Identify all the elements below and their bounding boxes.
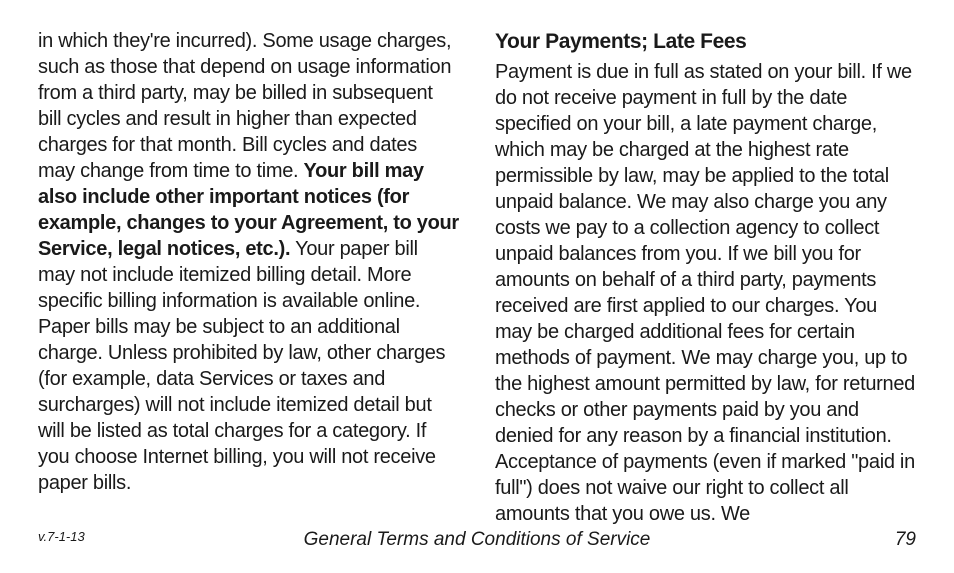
footer-version: v.7-1-13 [38, 529, 85, 544]
footer-title: General Terms and Conditions of Service [0, 529, 954, 551]
right-column: Your Payments; Late Fees Payment is due … [495, 28, 916, 527]
left-column: in which they're incurred). Some usage c… [38, 28, 459, 527]
page-footer: v.7-1-13 General Terms and Conditions of… [0, 529, 954, 551]
left-paragraph: in which they're incurred). Some usage c… [38, 28, 459, 496]
section-heading: Your Payments; Late Fees [495, 28, 916, 55]
document-page: in which they're incurred). Some usage c… [0, 0, 954, 573]
two-column-layout: in which they're incurred). Some usage c… [38, 28, 916, 527]
left-text-part2: Your paper bill may not include itemized… [38, 238, 445, 494]
right-paragraph: Payment is due in full as stated on your… [495, 59, 916, 527]
footer-page-number: 79 [895, 529, 916, 551]
